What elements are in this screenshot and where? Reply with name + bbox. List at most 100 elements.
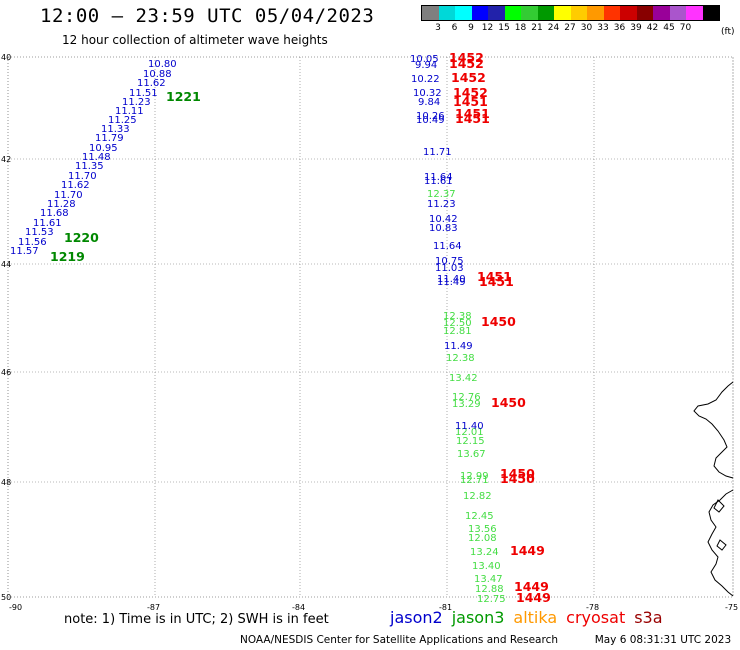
- wave-height-value: 13.42: [449, 373, 478, 384]
- legend-swatch: [603, 6, 620, 20]
- pass-time-label: 1451: [477, 269, 512, 284]
- legend-swatch: [438, 6, 455, 20]
- legend-swatch: [636, 6, 653, 20]
- wave-height-value: 10.88: [143, 69, 172, 80]
- wave-height-value: 12.37: [427, 189, 456, 200]
- coastline: [693, 381, 734, 597]
- legend-tick-label: 27: [564, 23, 576, 33]
- wave-height-value: 12.99: [460, 471, 489, 482]
- wave-height-value: 12.38: [443, 311, 472, 322]
- wave-height-value: 11.40: [437, 274, 466, 285]
- legend-swatch: [504, 6, 521, 20]
- wave-height-value: 11.23: [122, 97, 151, 108]
- pass-time-label: 1450: [491, 395, 526, 410]
- wave-height-value: 11.68: [40, 208, 69, 219]
- wave-height-value: 11.61: [424, 176, 453, 187]
- pass-time-label: 1449: [510, 543, 545, 558]
- longitude-tick-label: -75: [725, 603, 738, 612]
- wave-height-value: 11.53: [25, 227, 54, 238]
- longitude-tick-label: -81: [439, 603, 452, 612]
- wave-height-value: 11.33: [101, 124, 130, 135]
- wave-height-value: 10.32: [413, 88, 442, 99]
- mission-jason2: jason2: [390, 608, 443, 627]
- pass-time-label: 1450: [481, 314, 516, 329]
- latitude-tick-label: 42: [1, 155, 11, 164]
- credit-text: NOAA/NESDIS Center for Satellite Applica…: [240, 634, 558, 646]
- latitude-tick-label: 50: [1, 593, 11, 602]
- wave-height-value: 12.76: [452, 392, 481, 403]
- legend-swatch: [653, 6, 670, 20]
- mission-s3a: s3a: [634, 608, 663, 627]
- credit-line: NOAA/NESDIS Center for Satellite Applica…: [240, 634, 731, 646]
- pass-time-label: 1451: [479, 274, 514, 289]
- wave-height-value: 11.61: [33, 218, 62, 229]
- color-scale-bar: [421, 5, 720, 21]
- legend-tick-label: 42: [646, 23, 659, 33]
- legend-tick-label: 21: [531, 23, 543, 33]
- longitude-tick-label: -90: [9, 603, 22, 612]
- wave-height-value: 12.38: [446, 353, 475, 364]
- wave-height-value: 10.49: [416, 115, 445, 126]
- wave-height-value: 12.50: [443, 318, 472, 329]
- wave-height-value: 11.40: [455, 421, 484, 432]
- legend-swatch: [488, 6, 505, 20]
- wave-height-value: 13.47: [474, 574, 503, 585]
- pass-time-label: 1452: [449, 50, 484, 65]
- wave-height-value: 10.83: [429, 223, 458, 234]
- pass-time-label: 1219: [50, 249, 85, 264]
- color-legend: 3 6 9 12 15 18 21 24 27 30 33 36 39 42 45 70 (ft): [421, 5, 735, 37]
- legend-tick-label: 30: [580, 23, 593, 33]
- mission-jason3: jason3: [451, 608, 505, 627]
- pass-time-label: 1451: [455, 106, 490, 121]
- wave-height-value: 10.26: [416, 111, 445, 122]
- pass-time-label: 1450: [500, 466, 535, 481]
- wave-height-value: 11.56: [18, 237, 47, 248]
- color-scale-ticks: 3 6 9 12 15 18 21 24 27 30 33 36 39 42 45 70: [421, 21, 720, 33]
- wave-height-value: 9.84: [418, 97, 440, 108]
- legend-tick-label: 15: [498, 23, 510, 33]
- pass-time-label: 1220: [64, 230, 99, 245]
- wave-height-value: 10.75: [435, 256, 464, 267]
- wave-height-value: 11.25: [108, 115, 137, 126]
- wave-height-value: 12.08: [468, 533, 497, 544]
- chart-subtitle: 12 hour collection of altimeter wave hei…: [62, 33, 328, 47]
- wave-height-value: 13.29: [452, 399, 481, 410]
- wave-height-value: 12.71: [460, 475, 489, 486]
- legend-tick-label: 9: [468, 23, 474, 33]
- wave-height-value: 11.51: [129, 88, 158, 99]
- pass-time-label: 1452: [449, 56, 484, 71]
- wave-height-value: 10.22: [411, 74, 440, 85]
- wave-height-value: 11.23: [427, 199, 456, 210]
- wave-height-value: 12.88: [475, 584, 504, 595]
- legend-swatch: [570, 6, 587, 20]
- pass-time-label: 1449: [516, 590, 551, 605]
- wave-height-value: 11.49: [444, 341, 473, 352]
- pass-time-label: 1221: [166, 89, 201, 104]
- wave-height-value: 10.80: [148, 59, 177, 70]
- legend-tick-label: 24: [547, 23, 560, 33]
- legend-unit: (ft): [721, 27, 735, 37]
- wave-height-value: 12.75: [477, 594, 506, 605]
- legend-tick-label: 18: [514, 23, 527, 33]
- wave-height-value: 11.62: [137, 78, 166, 89]
- mission-cryosat: cryosat: [566, 608, 626, 627]
- latitude-tick-label: 48: [1, 478, 11, 487]
- legend-tick-label: 12: [481, 23, 494, 33]
- track-points: 10.8010.8811.6211.5111.2311.1111.2511.33…: [10, 54, 506, 605]
- wave-height-value: 13.56: [468, 524, 497, 535]
- pass-time-label: 1450: [500, 471, 535, 486]
- latitude-tick-label: 46: [1, 368, 11, 377]
- lat-lon-grid: -90 -87 -84 -81 -78 -75 40 42 44 46 48 50: [1, 53, 738, 612]
- longitude-tick-label: -87: [147, 603, 160, 612]
- longitude-tick-label: -78: [586, 603, 599, 612]
- wave-height-value: 12.81: [443, 326, 472, 337]
- wave-height-value: 12.45: [465, 511, 494, 522]
- pass-time-label: 1451: [455, 111, 490, 126]
- chart-title: 12:00 – 23:59 UTC 05/04/2023: [40, 5, 375, 27]
- wave-height-value: 11.57: [10, 246, 39, 257]
- legend-swatch: [554, 6, 571, 20]
- wave-height-value: 10.42: [429, 214, 458, 225]
- wave-height-value: 13.67: [457, 449, 486, 460]
- wave-height-value: 12.82: [463, 491, 492, 502]
- generated-timestamp: May 6 08:31:31 UTC 2023: [594, 634, 732, 646]
